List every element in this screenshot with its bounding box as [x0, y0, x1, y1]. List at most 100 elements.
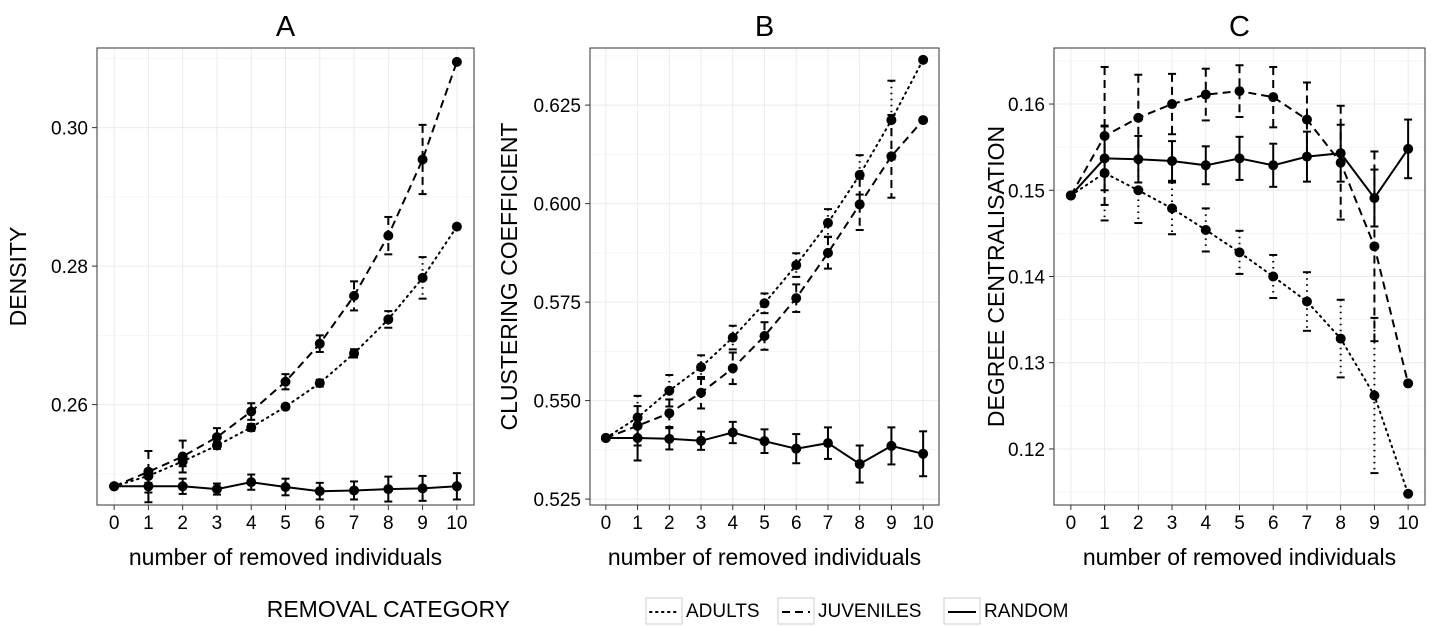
y-tick-label: 0.600 — [533, 195, 581, 216]
data-point-random — [759, 436, 770, 447]
data-point-juveniles — [727, 363, 738, 374]
x-tick-label: 8 — [854, 513, 865, 534]
y-tick-label: 0.26 — [51, 396, 88, 417]
x-tick-label: 2 — [664, 513, 675, 534]
x-tick-label: 3 — [1167, 513, 1178, 534]
data-point-adults — [349, 348, 360, 359]
x-tick-label: 4 — [727, 513, 738, 534]
data-point-juveniles — [1369, 241, 1380, 252]
data-point-juveniles — [1200, 89, 1211, 100]
x-tick-label: 10 — [446, 513, 467, 534]
data-point-random — [886, 440, 897, 451]
legend-key-adults — [645, 597, 683, 625]
x-tick-label: 2 — [1133, 513, 1144, 534]
x-tick-label: 10 — [913, 513, 934, 534]
series-line-adults — [113, 225, 458, 488]
data-point-adults — [246, 422, 257, 433]
panel-c: 0 1 2 3 4 5 6 7 8 9 10 0.12 0.13 0.14 0.15 0.16 Cnumber … — [983, 11, 1426, 570]
y-tick-label: 0.28 — [51, 257, 88, 278]
data-point-random — [1335, 148, 1346, 159]
data-point-random — [349, 485, 360, 496]
data-point-random — [143, 481, 154, 492]
data-point-juveniles — [1403, 378, 1414, 389]
x-tick-label: 8 — [383, 513, 394, 534]
y-tick-label: 0.625 — [533, 96, 581, 117]
data-point-random — [109, 481, 120, 492]
y-tick-label: 0.13 — [1008, 354, 1045, 375]
data-point-random — [1065, 190, 1076, 201]
data-point-juveniles — [451, 56, 462, 67]
y-tick-label: 0.16 — [1008, 95, 1045, 116]
data-point-juveniles — [918, 115, 929, 126]
data-point-juveniles — [1234, 86, 1245, 97]
data-point-random — [1133, 154, 1144, 165]
data-point-adults — [696, 362, 707, 373]
data-point-random — [632, 433, 643, 444]
data-point-adults — [664, 385, 675, 396]
x-tick-label: 7 — [1302, 513, 1313, 534]
data-point-random — [1268, 160, 1279, 171]
data-point-random — [1369, 193, 1380, 204]
data-point-random — [854, 459, 865, 470]
data-point-random — [211, 484, 222, 495]
data-point-adults — [822, 217, 833, 228]
data-point-juveniles — [696, 387, 707, 398]
x-tick-label: 10 — [1398, 513, 1419, 534]
data-point-random — [696, 435, 707, 446]
x-tick-label: 6 — [314, 513, 325, 534]
data-point-adults — [854, 169, 865, 180]
data-point-adults — [1301, 296, 1312, 307]
x-tick-label: 0 — [1066, 513, 1077, 534]
y-tick-label: 0.12 — [1008, 440, 1045, 461]
data-point-juveniles — [854, 199, 865, 210]
data-point-adults — [1268, 271, 1279, 282]
x-tick-label: 9 — [1369, 513, 1380, 534]
data-point-random — [1167, 155, 1178, 166]
x-tick-label: 0 — [601, 513, 612, 534]
data-point-adults — [451, 221, 462, 232]
data-point-juveniles — [349, 290, 360, 301]
x-axis-label: number of removed individuals — [129, 544, 442, 570]
legend-item-adults: ADULTS — [645, 597, 760, 625]
x-tick-label: 1 — [143, 513, 154, 534]
x-tick-label: 5 — [759, 513, 770, 534]
panel-title-c: C — [1229, 11, 1250, 43]
data-point-adults — [1200, 224, 1211, 235]
x-axis-label: number of removed individuals — [608, 544, 921, 570]
y-axis-label: DEGREE CENTRALISATION — [983, 126, 1009, 427]
x-axis-label: number of removed individuals — [1083, 544, 1396, 570]
legend-item-juveniles: JUVENILES — [777, 597, 921, 625]
legend: REMOVAL CATEGORY ADULTS JUVENILES RANDOM — [267, 596, 1068, 625]
x-tick-label: 2 — [177, 513, 188, 534]
data-point-random — [1099, 153, 1110, 164]
data-point-random — [417, 483, 428, 494]
data-point-adults — [1369, 390, 1380, 401]
x-tick-label: 1 — [632, 513, 643, 534]
data-point-random — [1403, 143, 1414, 154]
y-tick-label: 0.30 — [51, 119, 88, 140]
data-point-random — [383, 484, 394, 495]
data-point-juveniles — [664, 408, 675, 419]
x-tick-label: 5 — [1234, 513, 1245, 534]
data-point-juveniles — [1167, 99, 1178, 110]
data-point-adults — [791, 260, 802, 271]
data-point-adults — [918, 54, 929, 65]
y-tick-label: 0.15 — [1008, 181, 1045, 202]
data-point-juveniles — [314, 338, 325, 349]
data-point-random — [314, 486, 325, 497]
data-point-juveniles — [1301, 114, 1312, 125]
data-point-random — [177, 481, 188, 492]
data-point-random — [280, 481, 291, 492]
panel-b: 0 1 2 3 4 5 6 7 8 9 10 0.525 0.550 0.575 0.600 0.625 Bnu… — [496, 11, 940, 570]
series-line-adults — [604, 58, 925, 439]
data-point-juveniles — [759, 330, 770, 341]
panel-title-a: A — [276, 11, 296, 43]
y-tick-label: 0.575 — [533, 293, 581, 314]
data-point-juveniles — [280, 376, 291, 387]
legend-title: REMOVAL CATEGORY — [267, 596, 510, 622]
y-axis-label: DENSITY — [5, 227, 31, 327]
x-tick-label: 9 — [417, 513, 428, 534]
x-tick-label: 7 — [823, 513, 834, 534]
series-line-juveniles — [605, 119, 924, 439]
